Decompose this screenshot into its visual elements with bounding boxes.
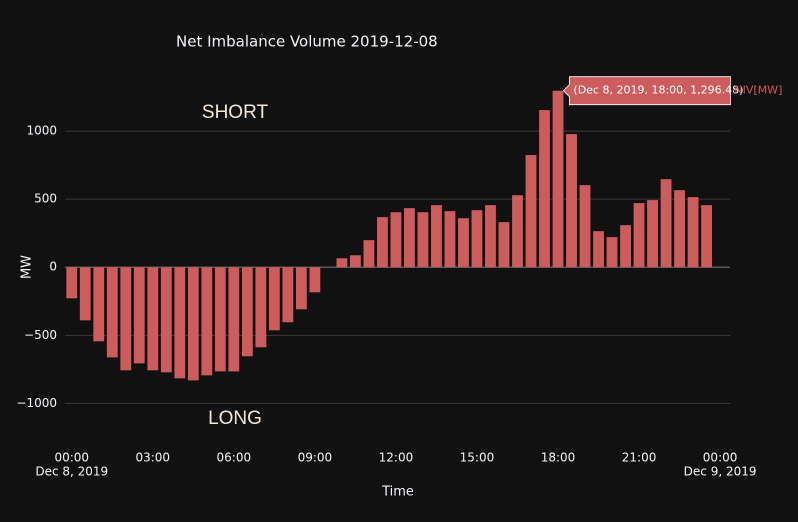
bar — [404, 208, 415, 268]
annotation: LONG — [208, 408, 262, 429]
x-tick-sublabel: Dec 9, 2019 — [684, 465, 757, 479]
bar — [444, 211, 456, 268]
bar — [485, 205, 496, 268]
y-axis-title: MW — [20, 255, 35, 279]
bar — [93, 267, 105, 342]
bar — [539, 110, 550, 268]
bar — [593, 231, 604, 268]
bar — [390, 212, 402, 268]
bar — [336, 258, 348, 268]
bar — [66, 267, 78, 299]
x-tick-label: 15:00 — [460, 451, 495, 465]
bar — [687, 197, 699, 268]
bar — [606, 237, 618, 268]
x-tick-sublabel: Dec 8, 2019 — [35, 465, 108, 479]
x-tick-label: 06:00 — [217, 451, 252, 465]
bar — [106, 267, 118, 358]
x-axis-title: Time — [381, 485, 414, 500]
bar — [309, 267, 321, 293]
bar — [160, 267, 172, 373]
y-tick-label: −500 — [24, 328, 57, 342]
bar — [201, 267, 213, 376]
bar — [471, 210, 483, 268]
bar — [458, 218, 469, 268]
bar — [295, 267, 307, 310]
bar — [228, 267, 240, 372]
bar — [498, 222, 510, 268]
bar — [566, 134, 577, 268]
tooltip-series-name: NIV[MW] — [734, 84, 782, 97]
bar — [350, 255, 361, 268]
bar — [431, 205, 442, 268]
tooltip-text: (Dec 8, 2019, 18:00, 1,296.48) — [573, 84, 743, 97]
y-tick-label: 0 — [49, 260, 57, 274]
bar — [214, 267, 226, 372]
bar — [377, 217, 388, 268]
x-tick-label: 09:00 — [298, 451, 333, 465]
bar — [241, 267, 253, 357]
bar — [255, 267, 267, 348]
x-tick-label: 00:00 — [54, 451, 89, 465]
bar — [417, 212, 429, 268]
x-tick-label: 18:00 — [541, 451, 576, 465]
bar — [647, 200, 658, 268]
bar — [187, 267, 199, 381]
chart-title: Net Imbalance Volume 2019-12-08 — [176, 33, 438, 51]
x-tick-label: 03:00 — [135, 451, 170, 465]
bar — [552, 90, 564, 268]
bar — [579, 185, 591, 268]
x-tick-label: 21:00 — [622, 451, 657, 465]
bar — [620, 225, 631, 268]
bar — [147, 267, 159, 371]
tooltip-box — [562, 76, 731, 106]
bar — [120, 267, 132, 371]
y-tick-label: 1000 — [26, 124, 57, 138]
bar — [282, 267, 294, 323]
x-tick-label: 12:00 — [379, 451, 414, 465]
bar — [268, 267, 280, 331]
x-tick-label: 00:00 — [703, 451, 738, 465]
annotation: SHORT — [202, 102, 269, 123]
bar — [512, 195, 523, 268]
bar — [363, 240, 375, 268]
bar — [701, 205, 712, 268]
bar — [525, 155, 537, 268]
bar — [133, 267, 145, 364]
bar — [660, 179, 672, 268]
bar — [674, 190, 685, 268]
y-tick-label: 500 — [34, 192, 57, 206]
y-tick-label: −1000 — [16, 396, 57, 410]
bar — [174, 267, 186, 379]
bar — [79, 267, 91, 321]
bar — [633, 203, 645, 268]
